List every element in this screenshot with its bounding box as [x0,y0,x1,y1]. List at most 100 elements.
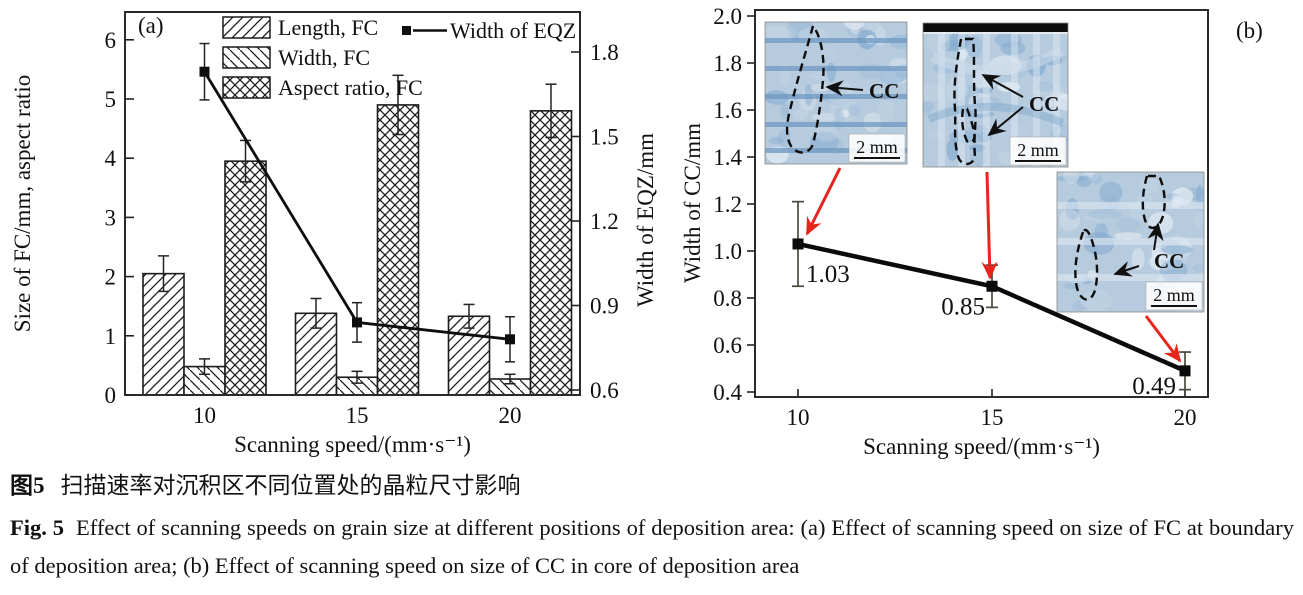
texture-blob [1076,175,1092,188]
texture-blob [1192,210,1204,229]
scale-label: 2 mm [856,137,898,157]
texture-blob [814,124,839,142]
texture-blob [1094,223,1108,239]
y-axis: 0.4 0.6 0.8 1.0 1.2 1.4 1.6 1.8 2.0 [713,4,755,405]
texture-blob [1099,181,1123,204]
bar [224,160,267,396]
y-tick-label: 0.6 [713,333,742,358]
streak [958,33,965,167]
y-tick-label: 0.6 [590,378,619,403]
texture-blob [1080,290,1113,311]
y-tick-label: 4 [105,146,117,171]
eqz-marker [505,334,515,345]
layer-band [1057,238,1204,245]
texture-blob [1057,126,1068,136]
caption-en-label: Fig. 5 [10,515,65,540]
scale-label: 2 mm [1017,140,1059,160]
cc-marker [792,238,804,250]
cc-pointer-arrow [981,74,1024,98]
x-axis: 10 15 20 Scanning speed/(mm·s⁻¹) [193,403,522,457]
y-tick-label: 1.4 [713,145,742,170]
y-tick-label: 0.9 [590,294,619,319]
cc-pointer-arrow [1147,222,1164,251]
texture-blob [843,22,865,30]
streak [1053,33,1060,167]
error-bar [504,373,516,385]
texture-blob [923,103,932,115]
caption-en-text: Effect of scanning speeds on grain size … [10,515,1294,578]
legend-label: Width, FC [278,45,370,70]
streak [1033,33,1040,167]
texture-blob [1059,209,1081,231]
texture-blob [1113,232,1142,240]
eqz-marker [352,317,362,328]
error-bar [545,83,557,139]
cc-label: CC [869,79,899,103]
texture-blob [1091,173,1103,185]
y-tick-label: 0.8 [713,286,742,311]
cc-label: CC [1154,249,1184,273]
y-tick-label: 0.4 [713,380,742,405]
y-axis-title: Width of CC/mm [680,123,705,283]
texture-blob [1195,184,1204,206]
swirl [930,46,1064,76]
layer-band [765,66,907,71]
panel-label-b: (b) [1236,18,1263,43]
layer-band [1057,202,1204,209]
texture-blob [1115,217,1141,233]
red-arrows [805,167,1182,363]
y-tick-label: 1.2 [590,209,619,234]
micrograph-image: CC [765,22,907,164]
bar [529,110,573,396]
texture-blob [1083,214,1115,221]
texture-blob [1192,263,1204,272]
layer-band [765,148,907,153]
error-bar [310,297,322,329]
layer-band [765,94,907,99]
micrograph-inset: CC 2 mm [922,22,1069,168]
cc-pointer-arrow [1113,261,1140,277]
caption-zh-text: 扫描速率对沉积区不同位置处的晶粒尺寸影响 [60,473,521,498]
texture-blob [810,83,830,92]
micrograph-inset: CC 2 mm [1056,171,1205,313]
texture-blob [1044,95,1054,108]
legend-label-eqz: Width of EQZ [450,18,576,43]
plot-border [124,11,581,396]
y-axis-title-left: Size of FC/mm, aspect ratio [10,75,35,332]
texture-blob [780,102,789,119]
eqz-marker [199,66,210,77]
y-tick-label: 1.5 [590,125,619,150]
cc-marker [986,280,998,292]
texture-blob [849,22,861,35]
x-tick-label: 10 [787,405,810,430]
y-tick-label: 1.6 [713,98,742,123]
texture-blob [809,131,839,152]
y-tick-label: 2 [105,265,117,290]
inset-frame [764,21,908,165]
y-axis-right: 0.6 0.9 1.2 1.5 1.8 [571,40,619,403]
texture-blob [1139,177,1160,194]
bar-series-diag [142,255,491,396]
texture-blob [859,63,882,80]
layer-band [1057,274,1204,281]
bar [142,272,185,396]
point-label: 0.85 [941,293,985,320]
cc-label: CC [1029,92,1059,116]
red-arrow [805,167,842,236]
cc-pointer-arrow [987,106,1024,137]
scale-bar: 2 mm [1009,136,1067,166]
micrograph-image: CC [1057,172,1204,312]
x-tick-label: 10 [193,403,216,428]
scale-bar: 2 mm [848,133,906,163]
texture-blob [1063,172,1080,184]
cc-marker [1179,365,1191,377]
layer-band [765,38,907,43]
y-tick-label: 1.2 [713,192,742,217]
micrograph-inset: CC 2 mm [764,21,908,165]
legend-eqz-marker [402,26,411,35]
legend-label: Length, FC [278,15,378,40]
x-axis: 10 15 20 Scanning speed/(mm·s⁻¹) [787,389,1197,459]
texture-blob [879,68,906,85]
cc-pointer-arrow [825,80,864,97]
